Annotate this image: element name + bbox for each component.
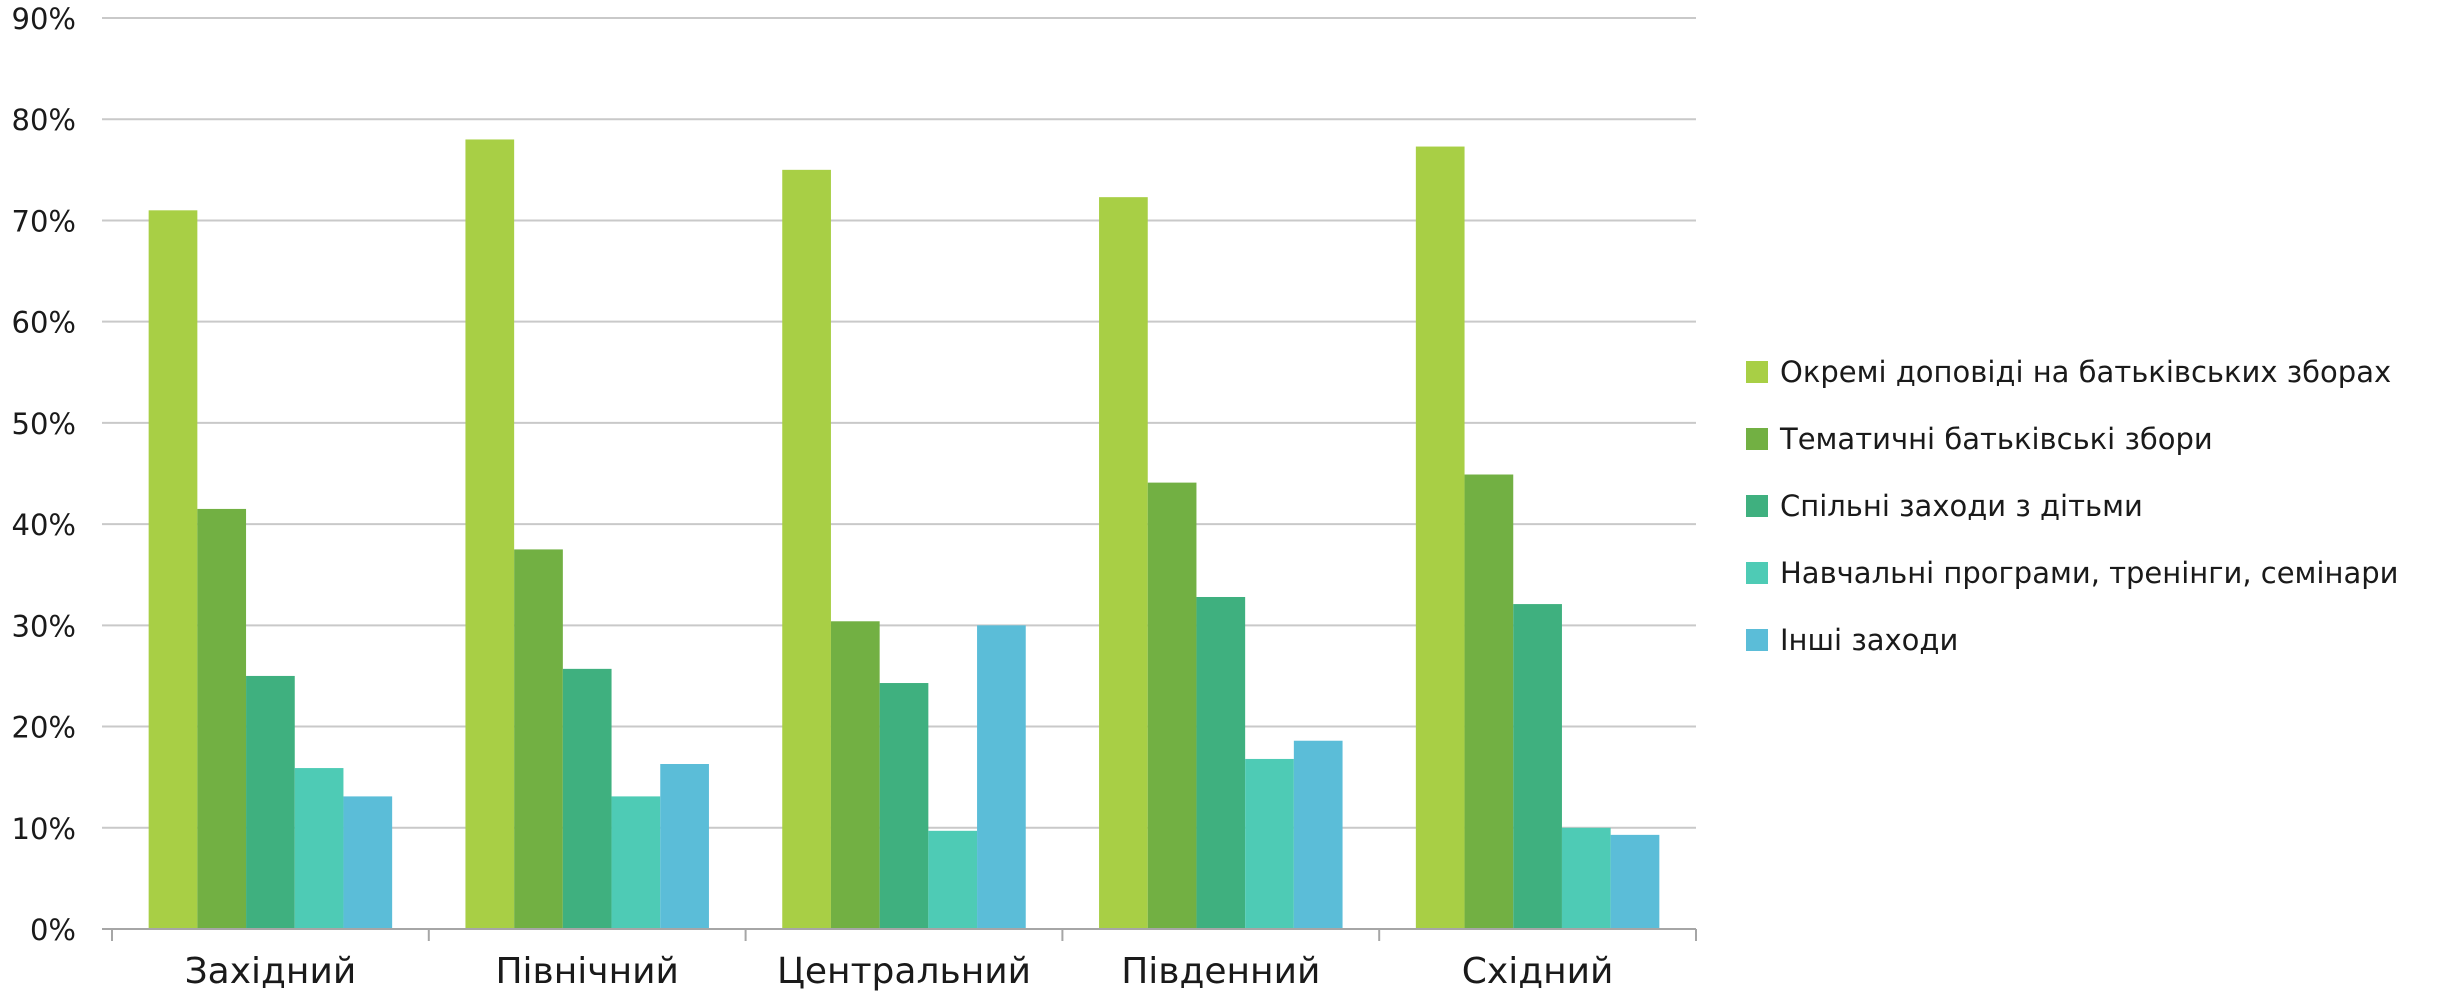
bar-1-1 xyxy=(148,210,198,930)
y-tick-label: 0% xyxy=(30,913,76,947)
x-category-label: Східний xyxy=(1462,951,1614,992)
bar-5-3 xyxy=(977,625,1026,929)
bar-4-4 xyxy=(1245,758,1294,929)
legend-label-4: Навчальні програми, тренінги, семінари xyxy=(1780,556,2398,590)
bar-4-2 xyxy=(611,796,661,929)
legend-swatch-5 xyxy=(1746,629,1768,651)
x-category-label: Північний xyxy=(495,951,678,992)
bar-2-4 xyxy=(1147,482,1197,929)
bar-3-1 xyxy=(246,675,295,929)
y-tick-label: 20% xyxy=(12,711,76,745)
bar-3-5 xyxy=(1513,604,1562,929)
bar-2-3 xyxy=(830,621,880,929)
y-tick-label: 90% xyxy=(12,2,76,36)
y-axis-tick-labels: 0% 10% 20% 30% 40% 50% 60% 70% 80% 90% xyxy=(12,2,76,947)
bar-5-1 xyxy=(343,796,393,929)
y-tick-label: 70% xyxy=(12,204,76,238)
x-category-label: Західний xyxy=(185,951,357,992)
legend-swatch-1 xyxy=(1746,361,1768,383)
bar-3-3 xyxy=(879,683,929,929)
bar-1-3 xyxy=(782,169,831,930)
legend-swatch-4 xyxy=(1746,562,1768,584)
bar-5-4 xyxy=(1293,740,1343,929)
bar-1-5 xyxy=(1415,146,1465,929)
bar-3-2 xyxy=(562,668,612,929)
legend-label-3: Спільні заходи з дітьми xyxy=(1780,489,2143,523)
bar-5-2 xyxy=(660,764,709,929)
x-axis xyxy=(102,928,1697,941)
x-category-label: Південний xyxy=(1121,951,1320,992)
y-tick-label: 50% xyxy=(12,407,76,441)
bars xyxy=(148,139,1660,930)
gridlines xyxy=(102,17,1696,829)
y-tick-label: 30% xyxy=(12,609,76,643)
legend-swatch-3 xyxy=(1746,495,1768,517)
bar-2-1 xyxy=(197,508,247,929)
bar-2-2 xyxy=(514,549,563,929)
bar-4-1 xyxy=(294,768,344,929)
bar-4-5 xyxy=(1561,827,1611,929)
bar-3-4 xyxy=(1196,596,1246,929)
y-tick-label: 80% xyxy=(12,103,76,137)
bar-1-2 xyxy=(465,139,515,929)
y-tick-label: 40% xyxy=(12,508,76,542)
bar-1-4 xyxy=(1099,197,1148,929)
y-tick-label: 60% xyxy=(12,306,76,340)
bar-5-5 xyxy=(1610,834,1660,929)
legend-label-1: Окремі доповіді на батьківських зборах xyxy=(1780,355,2391,389)
legend-swatch-2 xyxy=(1746,428,1768,450)
bar-2-5 xyxy=(1464,474,1514,929)
x-category-label: Центральний xyxy=(777,951,1031,992)
y-tick-label: 10% xyxy=(12,812,76,846)
x-axis-category-labels: Західний Північний Центральний Південний Схі… xyxy=(185,951,1614,992)
legend: Окремі доповіді на батьківських зборах Те… xyxy=(1746,355,2398,657)
legend-label-5: Інші заходи xyxy=(1780,623,1958,657)
legend-label-2: Тематичні батьківські збори xyxy=(1779,422,2213,456)
bar-4-3 xyxy=(928,830,978,929)
